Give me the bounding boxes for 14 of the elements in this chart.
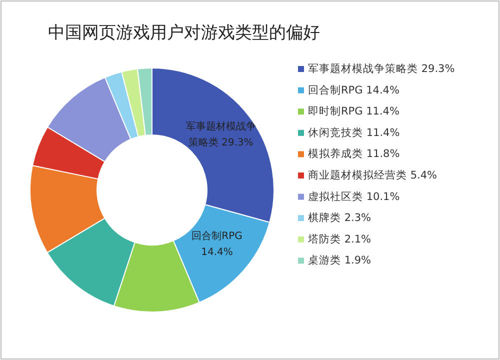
legend-label: 棋牌类 2.3%: [308, 211, 372, 224]
legend-label: 军事题材模战争策略类 29.3%: [308, 62, 455, 75]
legend-label: 塔防类 2.1%: [307, 232, 372, 246]
legend-label: 虚拟社区类 10.1%: [308, 190, 400, 203]
legend-label: 休闲竞技类 11.4%: [308, 126, 400, 139]
data-label: 14.4%: [201, 247, 233, 258]
legend-label: 即时制RPG 11.4%: [308, 104, 400, 118]
text: 军事题材模战争策略类 29.3%: [186, 122, 256, 149]
legend-label: 商业题材模拟经营类 5.4%: [308, 168, 438, 182]
legend-label: 模拟养成类 11.8%: [308, 147, 400, 160]
slice-label: 回合制RPG: [192, 230, 242, 242]
legend-label: 桌游类 1.9%: [308, 254, 372, 267]
text: 回合制RPG 14.4%: [308, 84, 400, 96]
chart-title: 中国网页游戏用户对游戏类型的偏好: [48, 23, 320, 43]
